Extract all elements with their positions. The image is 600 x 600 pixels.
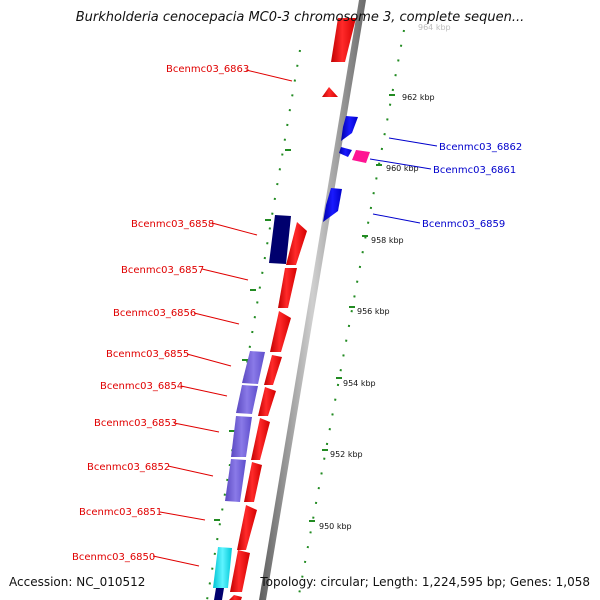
navy-feature[interactable]: [269, 215, 291, 264]
cds-feature[interactable]: [251, 418, 270, 460]
purple-block[interactable]: [236, 385, 258, 414]
cds-feature[interactable]: [244, 462, 262, 502]
cds-feature[interactable]: [237, 505, 257, 550]
scale-major-ticks: [214, 94, 395, 522]
gene-label-6850[interactable]: Bcenmc03_6850: [72, 552, 155, 563]
gene-label-6862[interactable]: Bcenmc03_6862: [439, 142, 522, 153]
pink-feature[interactable]: [352, 150, 370, 163]
purple-block[interactable]: [231, 416, 252, 457]
purple-block[interactable]: [225, 459, 246, 502]
scale-label-954: 954 kbp: [343, 379, 376, 388]
cds-feature[interactable]: [341, 116, 358, 141]
purple-block[interactable]: [242, 351, 265, 384]
sequence-summary: Topology: circular; Length: 1,224,595 bp…: [260, 575, 590, 589]
cds-feature[interactable]: [331, 18, 356, 62]
scale-label-950: 950 kbp: [319, 522, 352, 531]
scale-label-962: 962 kbp: [402, 93, 435, 102]
cds-feature[interactable]: [323, 188, 342, 222]
scale-label-956: 956 kbp: [357, 307, 390, 316]
gene-label-6853[interactable]: Bcenmc03_6853: [94, 418, 177, 429]
forward-strand-features: [229, 18, 356, 600]
gene-label-6851[interactable]: Bcenmc03_6851: [79, 507, 162, 518]
cds-feature[interactable]: [278, 268, 297, 308]
cds-feature[interactable]: [339, 147, 352, 157]
gene-label-6859[interactable]: Bcenmc03_6859: [422, 219, 505, 230]
scale-label-952: 952 kbp: [330, 450, 363, 459]
gene-label-6861[interactable]: Bcenmc03_6861: [433, 165, 516, 176]
right-leader-lines: [369, 137, 438, 224]
reverse-strand-features: [323, 116, 358, 222]
gene-label-6854[interactable]: Bcenmc03_6854: [100, 381, 183, 392]
purple-features: [225, 351, 265, 502]
gene-label-6857[interactable]: Bcenmc03_6857: [121, 265, 204, 276]
gene-label-6856[interactable]: Bcenmc03_6856: [113, 308, 196, 319]
left-leader-lines: [152, 69, 293, 567]
accession-text: Accession: NC_010512: [9, 575, 146, 589]
cds-feature[interactable]: [229, 595, 242, 600]
cds-feature[interactable]: [286, 222, 307, 265]
cds-feature[interactable]: [264, 355, 282, 385]
cds-feature[interactable]: [258, 387, 276, 416]
scale-label-faded: 964 kbp: [418, 23, 451, 32]
scale-label-958: 958 kbp: [371, 236, 404, 245]
gene-label-6855[interactable]: Bcenmc03_6855: [106, 349, 189, 360]
cds-feature[interactable]: [230, 550, 250, 592]
cds-feature[interactable]: [270, 311, 291, 352]
navy-feature[interactable]: [214, 588, 224, 600]
cds-feature[interactable]: [322, 87, 338, 97]
chromosome-backbone: [259, 0, 366, 600]
gene-label-6858[interactable]: Bcenmc03_6858: [131, 219, 214, 230]
gene-label-6852[interactable]: Bcenmc03_6852: [87, 462, 170, 473]
map-title: Burkholderia cenocepacia MC0-3 chromosom…: [75, 10, 525, 25]
gene-label-6863[interactable]: Bcenmc03_6863: [166, 64, 249, 75]
cyan-feature[interactable]: [213, 547, 232, 588]
scale-label-960: 960 kbp: [386, 164, 419, 173]
